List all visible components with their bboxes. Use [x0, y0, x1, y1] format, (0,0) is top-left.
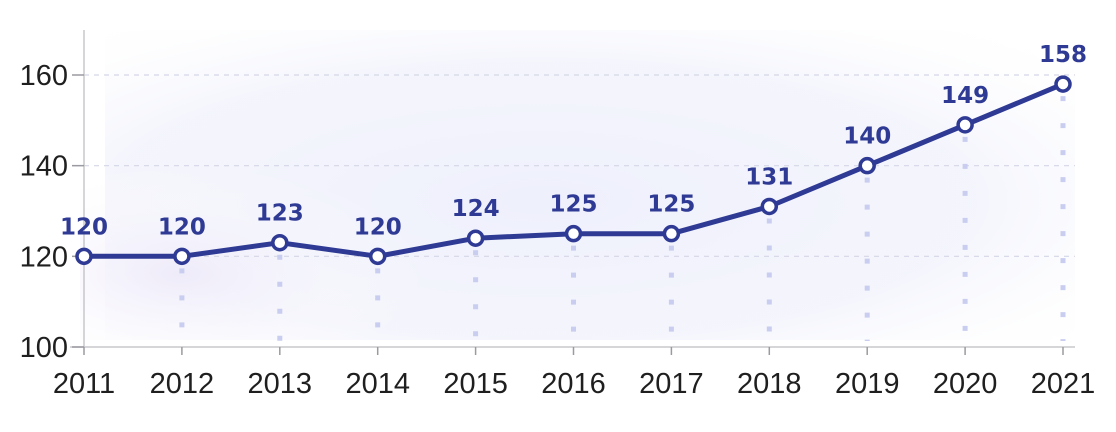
- data-point-2015: [466, 229, 485, 247]
- x-axis-ticks: 2011 2012 2013 2014 2015 2016 2017 2018 2019 2020…: [53, 368, 1095, 400]
- x-tick-label-2016: 2016: [541, 368, 606, 400]
- data-point-2016: [564, 224, 583, 243]
- data-points: [75, 75, 1072, 266]
- x-tick-label-2021: 2021: [1031, 368, 1096, 400]
- y-axis-ticks: 100 120 140 160: [20, 60, 68, 364]
- data-point-2012: [173, 247, 191, 266]
- data-labels: 120 120 123 120 124 125 125 131 140 149 158: [60, 42, 1087, 240]
- data-point-2021: [1054, 75, 1072, 93]
- x-tick-label-2020: 2020: [933, 368, 998, 400]
- x-tick-label-2013: 2013: [248, 368, 313, 400]
- x-tick-label-2014: 2014: [345, 368, 410, 400]
- y-tick-label-120: 120: [20, 241, 68, 273]
- data-label-2014: 120: [354, 214, 402, 240]
- data-point-2017: [662, 224, 681, 243]
- y-tick-label-100: 100: [20, 332, 68, 364]
- data-label-2020: 149: [941, 83, 989, 109]
- data-label-2019: 140: [843, 124, 891, 150]
- x-tick-label-2019: 2019: [835, 368, 900, 400]
- data-point-2014: [368, 247, 387, 266]
- data-label-2018: 131: [745, 164, 793, 190]
- drop-lines: [179, 96, 1066, 341]
- data-label-2016: 125: [549, 192, 597, 218]
- data-label-2015: 124: [452, 196, 500, 222]
- data-label-2013: 123: [256, 201, 304, 227]
- data-point-2013: [271, 233, 289, 252]
- x-tick-label-2011: 2011: [53, 368, 115, 400]
- y-tick-label-160: 160: [20, 60, 68, 92]
- data-point-2018: [760, 197, 779, 216]
- data-label-2012: 120: [158, 214, 206, 240]
- data-point-2020: [956, 116, 974, 134]
- data-point-2019: [858, 156, 876, 175]
- data-label-2017: 125: [647, 192, 695, 218]
- plot-background-tint: [80, 120, 580, 340]
- x-tick-label-2012: 2012: [150, 368, 215, 400]
- x-tick-label-2017: 2017: [639, 368, 704, 400]
- axes: [70, 30, 1075, 355]
- x-tick-label-2018: 2018: [737, 368, 802, 400]
- data-point-2011: [75, 247, 93, 266]
- y-tick-label-140: 140: [20, 151, 68, 183]
- x-tick-label-2015: 2015: [443, 368, 508, 400]
- data-label-2011: 120: [60, 214, 108, 240]
- data-label-2021: 158: [1039, 42, 1087, 68]
